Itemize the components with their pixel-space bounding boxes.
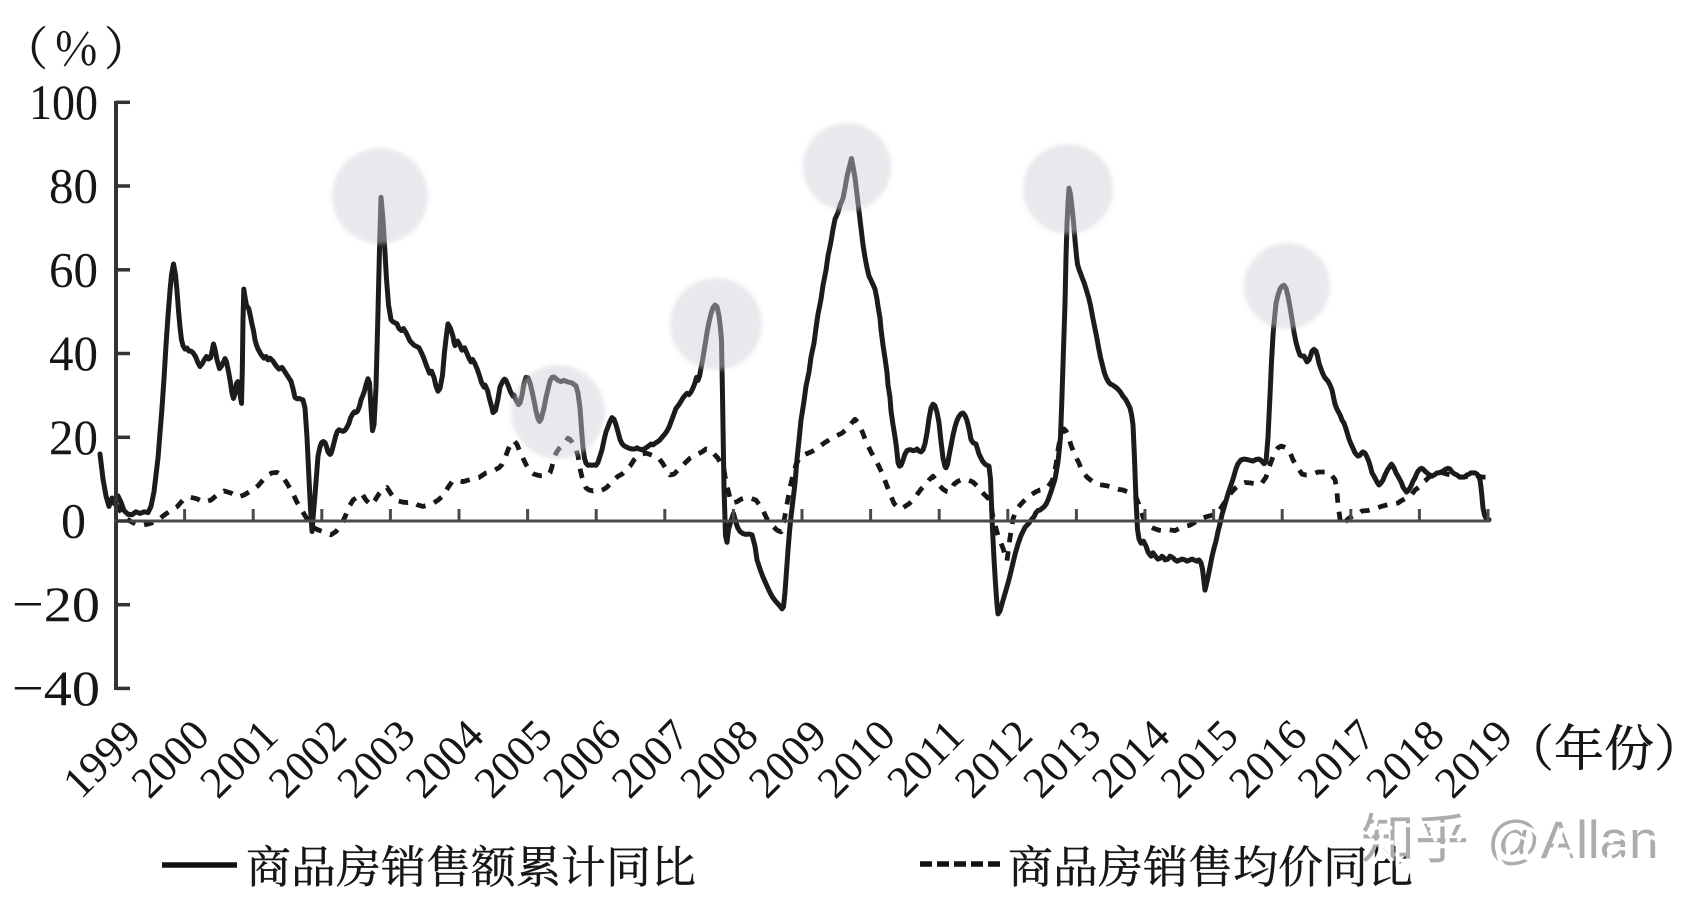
svg-text:@Allan: @Allan	[1492, 817, 1664, 876]
svg-text:20: 20	[49, 409, 98, 465]
svg-text:80: 80	[49, 158, 98, 214]
svg-text:40: 40	[49, 325, 98, 381]
svg-text:60: 60	[49, 241, 98, 297]
svg-text:100: 100	[29, 74, 98, 130]
svg-text:@Allan: @Allan	[1487, 811, 1659, 870]
svg-text:0: 0	[61, 493, 86, 549]
svg-text:−20: −20	[12, 576, 100, 632]
svg-text:−40: −40	[12, 660, 100, 716]
